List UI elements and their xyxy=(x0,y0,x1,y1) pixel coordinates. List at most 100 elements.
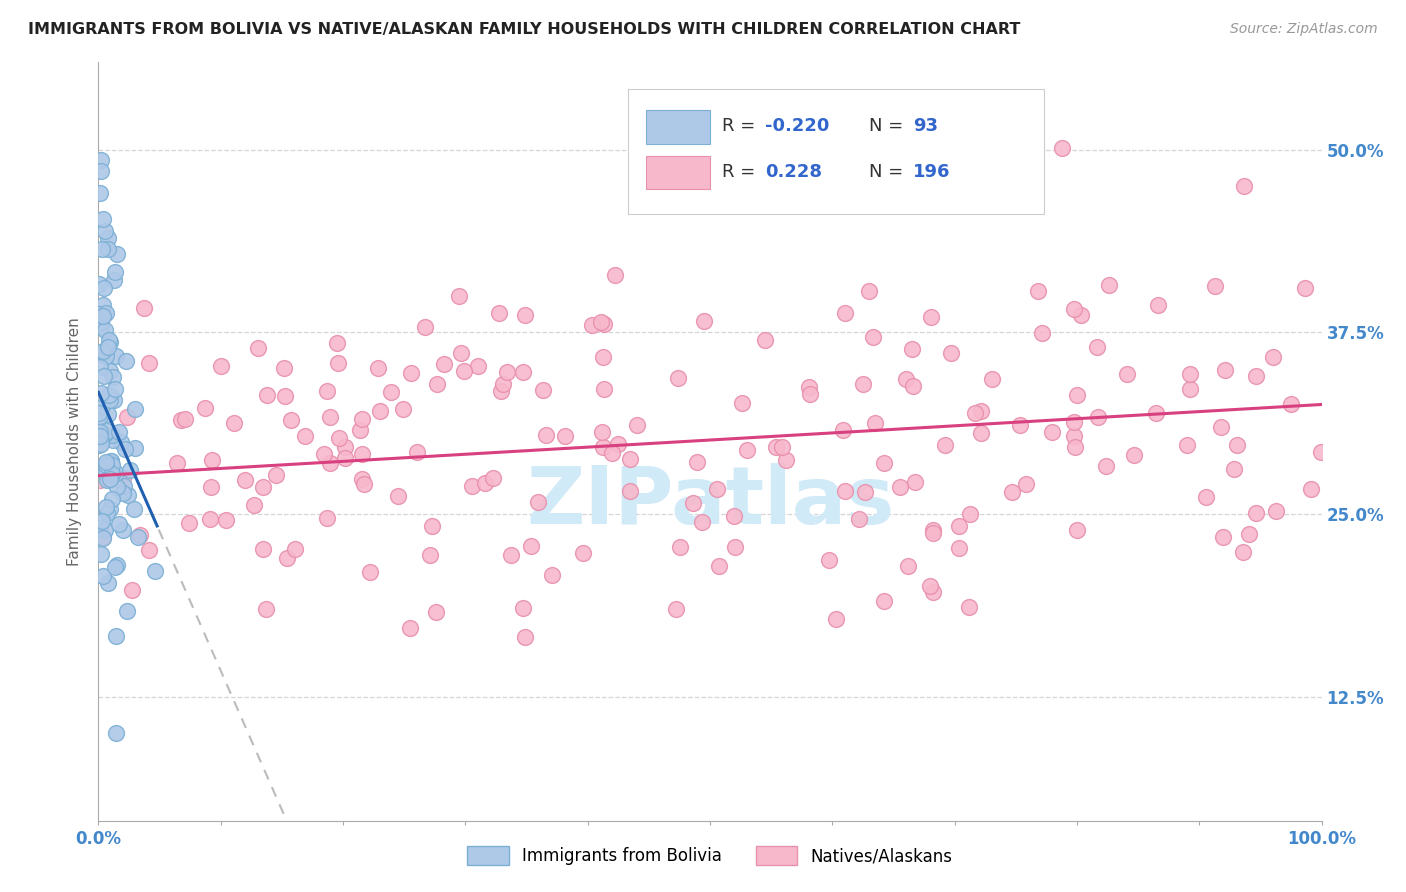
Point xyxy=(889,480,911,494)
Point xyxy=(499,548,522,562)
Text: ZIPatlas: ZIPatlas xyxy=(526,463,894,541)
Point xyxy=(111,524,134,538)
Point xyxy=(256,388,278,402)
Point xyxy=(87,437,110,451)
Point xyxy=(87,307,110,321)
Point xyxy=(515,308,537,322)
Point xyxy=(1263,350,1285,364)
Point xyxy=(934,438,956,452)
Point xyxy=(706,482,728,496)
Point xyxy=(693,314,716,328)
Text: 196: 196 xyxy=(912,162,950,180)
Point xyxy=(600,446,623,460)
Point xyxy=(90,385,112,400)
Point xyxy=(138,356,160,370)
Point xyxy=(103,560,125,574)
Point xyxy=(920,579,942,593)
Point xyxy=(89,409,111,423)
Point xyxy=(1265,504,1288,518)
Point xyxy=(474,475,496,490)
Point xyxy=(1087,409,1109,424)
Text: Source: ZipAtlas.com: Source: ZipAtlas.com xyxy=(1230,22,1378,37)
FancyBboxPatch shape xyxy=(628,89,1045,214)
Point xyxy=(420,518,443,533)
Point xyxy=(89,359,111,374)
Point xyxy=(765,440,787,454)
Point xyxy=(592,350,614,364)
Point xyxy=(97,231,120,245)
Point xyxy=(101,370,124,384)
Point xyxy=(1063,415,1085,429)
Point xyxy=(865,416,887,430)
Point xyxy=(94,323,117,337)
Point xyxy=(1294,281,1316,295)
Point xyxy=(103,273,125,287)
Point xyxy=(1211,530,1233,544)
Point xyxy=(399,621,422,635)
Point xyxy=(1246,368,1268,383)
Point xyxy=(922,584,945,599)
Point xyxy=(90,547,112,561)
Point xyxy=(328,356,350,370)
Point xyxy=(591,425,613,440)
Point xyxy=(921,524,943,538)
Point xyxy=(731,396,754,410)
Point xyxy=(1026,284,1049,298)
Point xyxy=(91,298,114,312)
Point xyxy=(100,453,122,467)
Point xyxy=(90,514,112,528)
Point xyxy=(1040,425,1063,439)
Point xyxy=(98,393,121,408)
Point xyxy=(273,389,295,403)
Point xyxy=(114,442,136,457)
Point xyxy=(284,542,307,557)
Point xyxy=(862,330,884,344)
Point xyxy=(834,306,856,320)
Point xyxy=(127,529,149,543)
Point xyxy=(1066,523,1088,537)
Point xyxy=(98,472,121,486)
Point xyxy=(1279,396,1302,410)
Point xyxy=(143,564,166,578)
Point xyxy=(243,498,266,512)
Point xyxy=(894,372,917,386)
Point xyxy=(799,380,821,394)
Point xyxy=(280,413,302,427)
Point xyxy=(90,430,112,444)
Point xyxy=(93,369,115,384)
Point xyxy=(215,513,238,527)
Point xyxy=(754,333,776,347)
Point xyxy=(132,301,155,315)
Point xyxy=(87,406,110,420)
Point xyxy=(848,512,870,526)
Point xyxy=(108,425,131,439)
Point xyxy=(461,478,484,492)
Point xyxy=(104,629,127,643)
Point xyxy=(112,479,135,493)
Point xyxy=(491,384,513,398)
Point xyxy=(98,335,121,350)
Point xyxy=(254,602,277,616)
Point xyxy=(901,343,924,357)
Point xyxy=(531,383,554,397)
Point xyxy=(512,601,534,615)
Point xyxy=(1146,298,1168,312)
Point xyxy=(775,453,797,467)
Point xyxy=(103,265,125,279)
Point xyxy=(607,437,630,451)
FancyBboxPatch shape xyxy=(647,111,710,144)
Point xyxy=(965,406,987,420)
Point xyxy=(222,417,245,431)
Point xyxy=(138,542,160,557)
Point xyxy=(605,268,627,283)
Point xyxy=(1175,438,1198,452)
Point xyxy=(117,604,139,618)
Point xyxy=(592,440,614,454)
Point xyxy=(101,492,124,507)
Point xyxy=(179,516,201,530)
Point xyxy=(873,456,896,470)
Point xyxy=(94,464,117,478)
Point xyxy=(1309,444,1331,458)
Point xyxy=(97,576,120,591)
Point xyxy=(1064,440,1087,454)
